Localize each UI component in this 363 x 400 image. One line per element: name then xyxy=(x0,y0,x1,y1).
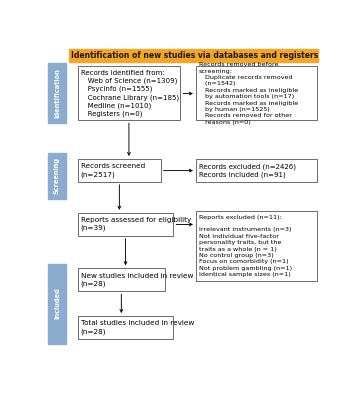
Text: Records removed before
screening:
   Duplicate records removed
   (n=1542)
   Re: Records removed before screening: Duplic… xyxy=(199,62,298,125)
FancyBboxPatch shape xyxy=(196,211,317,280)
FancyBboxPatch shape xyxy=(48,64,66,124)
FancyBboxPatch shape xyxy=(78,316,174,339)
FancyBboxPatch shape xyxy=(48,153,66,199)
Text: Records excluded (n=2426)
Records included (n=91): Records excluded (n=2426) Records includ… xyxy=(199,163,296,178)
Text: Total studies included in review
(n=28): Total studies included in review (n=28) xyxy=(81,320,194,335)
Text: Identification of new studies via databases and registers: Identification of new studies via databa… xyxy=(71,51,318,60)
FancyBboxPatch shape xyxy=(78,213,174,236)
Text: Records screened
(n=2517): Records screened (n=2517) xyxy=(81,163,145,178)
FancyBboxPatch shape xyxy=(78,66,180,120)
FancyBboxPatch shape xyxy=(48,264,66,344)
Text: Reports assessed for eligibility
(n=39): Reports assessed for eligibility (n=39) xyxy=(81,217,191,232)
FancyBboxPatch shape xyxy=(78,159,161,182)
Text: Reports excluded (n=11):

Irrelevant instruments (n=3)
Not individual five-facto: Reports excluded (n=11): Irrelevant inst… xyxy=(199,214,292,277)
FancyBboxPatch shape xyxy=(196,159,317,182)
Text: Records identified from:
   Web of Science (n=1309)
   Psycinfo (n=1555)
   Coch: Records identified from: Web of Science … xyxy=(81,70,179,117)
Text: Screening: Screening xyxy=(54,157,60,194)
Text: Included: Included xyxy=(54,288,60,320)
FancyBboxPatch shape xyxy=(69,49,318,62)
FancyBboxPatch shape xyxy=(78,268,165,291)
FancyBboxPatch shape xyxy=(196,66,317,120)
Text: Identification: Identification xyxy=(54,68,60,118)
Text: New studies included in review
(n=28): New studies included in review (n=28) xyxy=(81,273,193,287)
